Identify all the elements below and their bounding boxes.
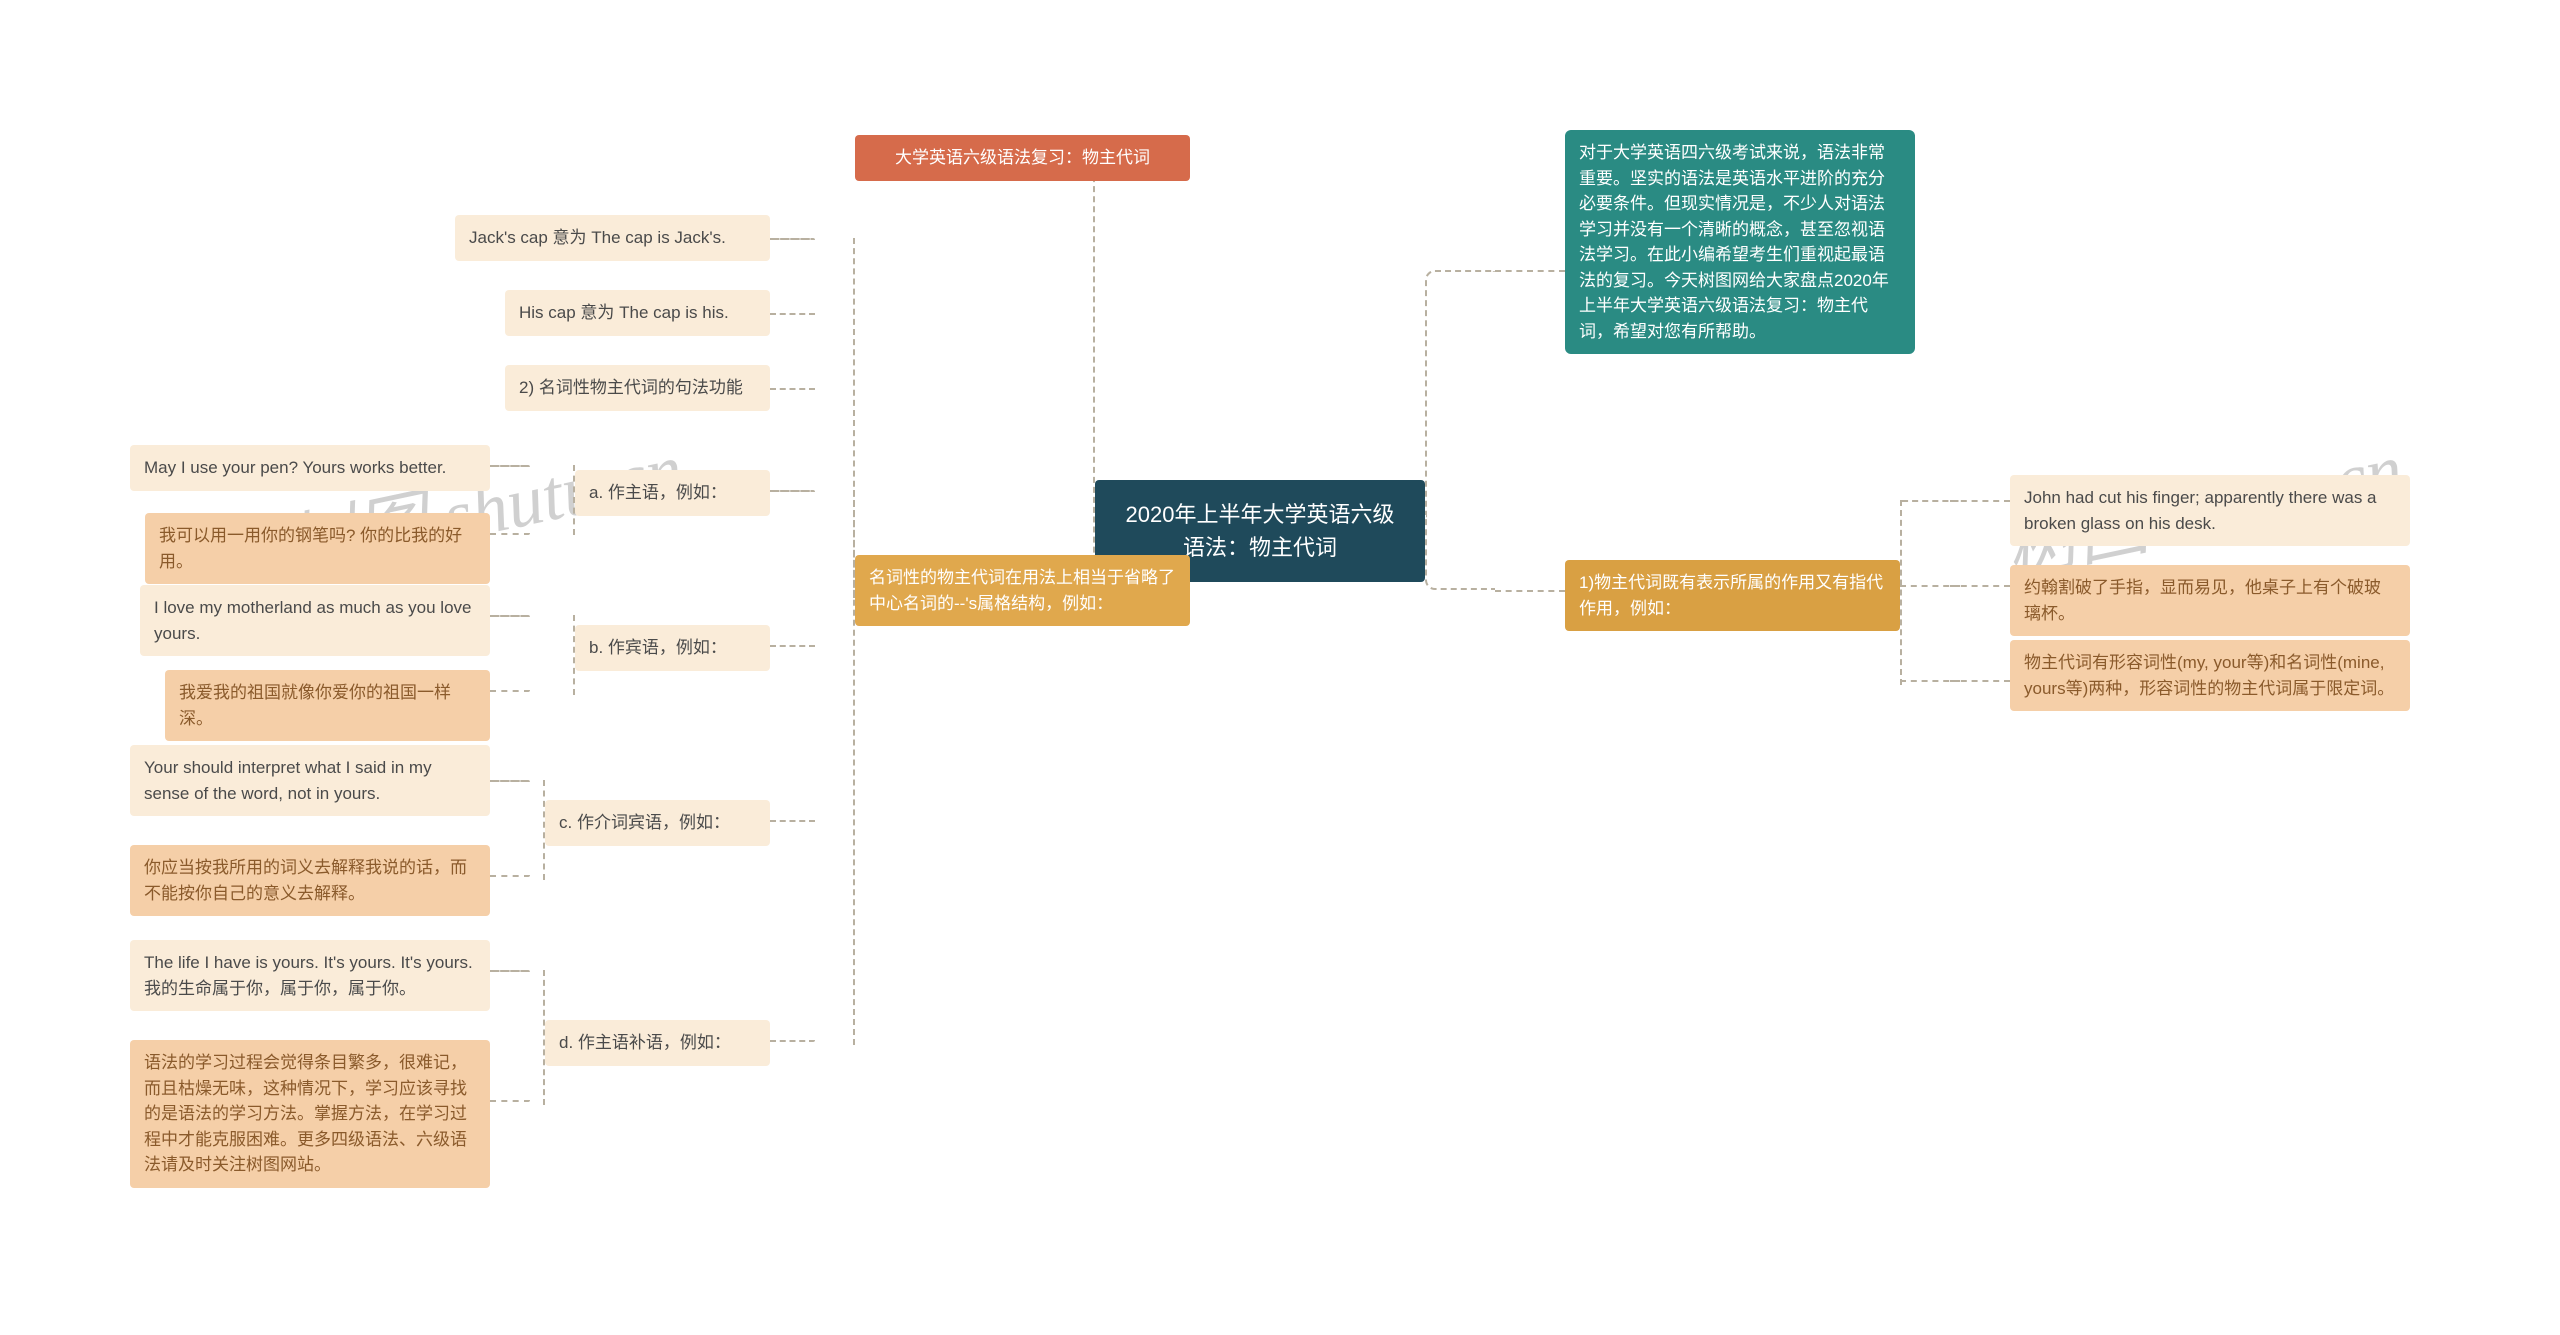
connector xyxy=(490,690,530,692)
branch-right-1: 1)物主代词既有表示所属的作用又有指代作用，例如： xyxy=(1565,560,1900,631)
connector xyxy=(490,1100,530,1102)
leaf-node: 约翰割破了手指，显而易见，他桌子上有个破玻璃杯。 xyxy=(2010,565,2410,636)
intro-node: 对于大学英语四六级考试来说，语法非常重要。坚实的语法是英语水平进阶的充分必要条件… xyxy=(1565,130,1915,354)
connector xyxy=(770,490,815,492)
connector xyxy=(520,465,575,535)
connector xyxy=(490,533,530,535)
leaf-node: 物主代词有形容词性(my, your等)和名词性(mine, yours等)两种… xyxy=(2010,640,2410,711)
connector xyxy=(1425,270,1495,515)
connector xyxy=(770,238,815,240)
connector xyxy=(490,615,530,617)
connector xyxy=(770,645,815,647)
leaf-node: May I use your pen? Yours works better. xyxy=(130,445,490,491)
sub-d: d. 作主语补语，例如： xyxy=(545,1020,770,1066)
connector xyxy=(1900,500,1960,502)
branch-left-main: 名词性的物主代词在用法上相当于省略了中心名词的--'s属格结构，例如： xyxy=(855,555,1190,626)
connector xyxy=(1495,270,1565,272)
connector xyxy=(770,820,815,822)
connector xyxy=(490,875,530,877)
leaf-node: 我可以用一用你的钢笔吗? 你的比我的好用。 xyxy=(145,513,490,584)
connector xyxy=(770,1040,815,1042)
leaf-node: 你应当按我所用的词义去解释我说的话，而不能按你自己的意义去解释。 xyxy=(130,845,490,916)
leaf-node: John had cut his finger; apparently ther… xyxy=(2010,475,2410,546)
connector xyxy=(490,465,530,467)
leaf-node: His cap 意为 The cap is his. xyxy=(505,290,770,336)
leaf-node: 语法的学习过程会觉得条目繁多，很难记，而且枯燥无味，这种情况下，学习应该寻找的是… xyxy=(130,1040,490,1188)
connector xyxy=(770,313,815,315)
connector xyxy=(1495,590,1565,592)
connector xyxy=(520,780,545,880)
leaf-node: 我爱我的祖国就像你爱你的祖国一样深。 xyxy=(165,670,490,741)
connector xyxy=(1900,680,1960,682)
leaf-node: Your should interpret what I said in my … xyxy=(130,745,490,816)
connector xyxy=(520,615,575,695)
connector xyxy=(1425,515,1495,590)
connector xyxy=(520,970,545,1105)
connector xyxy=(1025,160,1095,515)
sub-c: c. 作介词宾语，例如： xyxy=(545,800,770,846)
connector xyxy=(490,780,530,782)
connector xyxy=(1900,585,1960,587)
sub-b: b. 作宾语，例如： xyxy=(575,625,770,671)
connector xyxy=(1900,500,1950,685)
leaf-node: 2) 名词性物主代词的句法功能 xyxy=(505,365,770,411)
connector xyxy=(810,490,855,1045)
sub-a: a. 作主语，例如： xyxy=(575,470,770,516)
leaf-node: Jack's cap 意为 The cap is Jack's. xyxy=(455,215,770,261)
leaf-node: The life I have is yours. It's yours. It… xyxy=(130,940,490,1011)
branch-title-node: 大学英语六级语法复习：物主代词 xyxy=(855,135,1190,181)
leaf-node: I love my motherland as much as you love… xyxy=(140,585,490,656)
connector xyxy=(770,388,815,390)
connector xyxy=(490,970,530,972)
